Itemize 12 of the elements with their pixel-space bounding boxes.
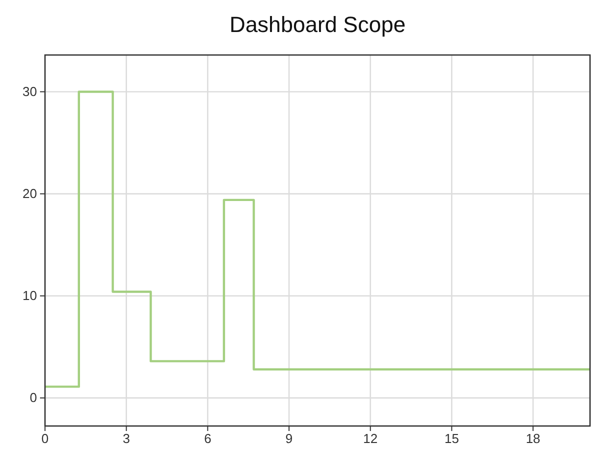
- x-tick-label: 9: [285, 431, 293, 446]
- x-tick-label: 18: [526, 431, 540, 446]
- y-tick-label: 0: [30, 390, 37, 406]
- x-tick-label: 6: [204, 431, 212, 446]
- chart-title: Dashboard Scope: [229, 12, 406, 37]
- x-tick-label: 15: [444, 431, 459, 446]
- y-tick-label: 30: [22, 84, 37, 99]
- y-tick-label: 20: [22, 186, 37, 201]
- y-tick-label: 10: [22, 288, 37, 304]
- x-tick-label: 12: [363, 431, 378, 446]
- x-tick-label: 0: [41, 431, 49, 446]
- x-tick-label: 3: [122, 431, 130, 446]
